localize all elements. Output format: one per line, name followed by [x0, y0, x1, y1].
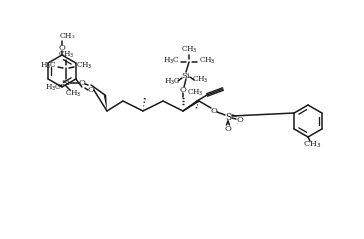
Text: O: O: [179, 86, 186, 94]
Text: O: O: [237, 116, 244, 124]
Text: CH$_3$: CH$_3$: [192, 75, 208, 85]
Text: O: O: [225, 125, 232, 133]
Text: O: O: [87, 86, 94, 94]
Text: O: O: [210, 107, 217, 115]
Text: CH$_3$: CH$_3$: [181, 45, 197, 55]
Text: CH$_3$: CH$_3$: [65, 89, 81, 99]
Text: CH$_3$: CH$_3$: [76, 61, 92, 71]
Text: Si: Si: [182, 72, 190, 80]
Polygon shape: [104, 95, 107, 111]
Text: H$_3$C: H$_3$C: [163, 56, 179, 66]
Text: H$_3$C: H$_3$C: [40, 61, 56, 71]
Text: CH$_3$: CH$_3$: [303, 140, 321, 150]
Text: CH$_3$: CH$_3$: [187, 88, 203, 98]
Text: CH$_3$: CH$_3$: [58, 50, 74, 60]
Text: Si: Si: [62, 79, 70, 87]
Text: S: S: [225, 113, 231, 121]
Text: H$_3$C: H$_3$C: [44, 83, 62, 93]
Text: O: O: [59, 44, 66, 52]
Text: O: O: [79, 79, 86, 87]
Text: $_3$: $_3$: [71, 33, 75, 41]
Text: CH: CH: [60, 32, 72, 40]
Text: H$_3$C: H$_3$C: [163, 77, 181, 87]
Text: CH$_3$: CH$_3$: [199, 56, 215, 66]
